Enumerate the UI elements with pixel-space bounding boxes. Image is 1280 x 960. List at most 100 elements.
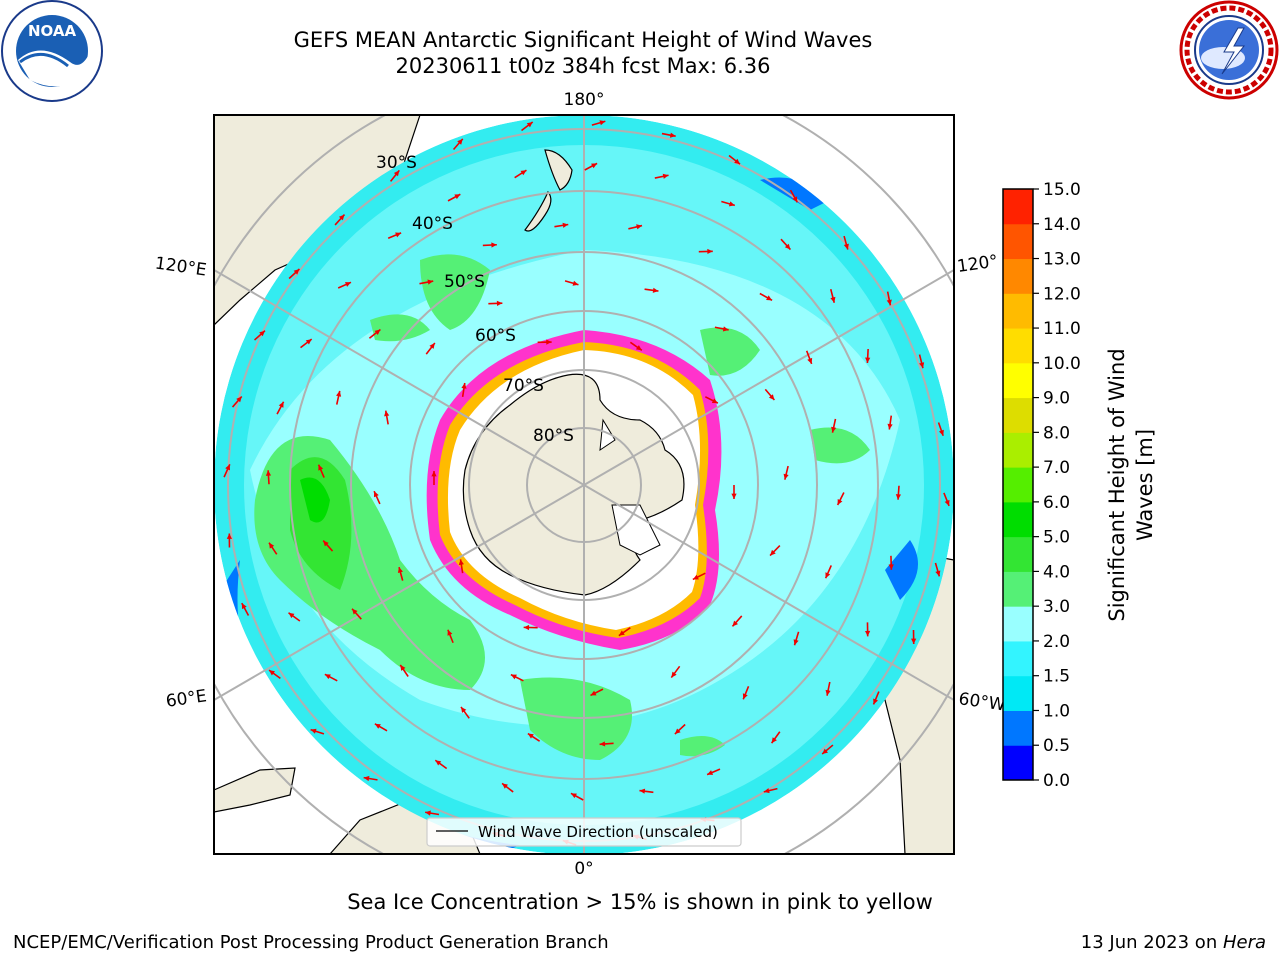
colorbar-swatch: [1003, 571, 1033, 607]
colorbar-swatch: [1003, 432, 1033, 468]
wind-arrow-head: [324, 674, 331, 680]
footer-branch: NCEP/EMC/Verification Post Processing Pr…: [13, 932, 609, 953]
national-weather-service-logo: [1179, 0, 1279, 100]
wind-arrow-head: [599, 120, 606, 126]
wind-arrow-head: [510, 674, 517, 680]
colorbar-tick-label: 13.0: [1043, 250, 1081, 270]
colorbar-tick-label: 15.0: [1043, 180, 1081, 200]
wind-arrow-head: [590, 690, 597, 696]
lon-label-60w: 60°W: [957, 689, 1006, 715]
wind-arrow-head: [830, 296, 836, 303]
lat-label-80s: 80°S: [533, 426, 574, 446]
wind-arrow-head: [807, 357, 813, 364]
colorbar-tick-label: 9.0: [1043, 389, 1070, 409]
wind-arrow-head: [618, 630, 625, 636]
wind-arrow-head: [384, 410, 390, 417]
wind-arrow-head: [768, 394, 775, 401]
noaa-logo: NOAA: [1, 0, 103, 102]
wind-arrow-head: [323, 540, 329, 547]
wind-arrow-head: [400, 664, 406, 671]
lat-label-70s: 70°S: [503, 376, 544, 396]
wind-arrow-head: [662, 173, 669, 179]
wind-arrow-head: [674, 728, 681, 735]
wind-arrow-head: [911, 638, 917, 645]
wind-arrow-head: [344, 282, 351, 287]
wind-arrow-head: [572, 280, 579, 286]
wind-arrow-head: [919, 362, 925, 369]
wind-arrow-head: [599, 741, 606, 747]
wind-arrow-head: [259, 330, 265, 337]
wind-arrow-head: [526, 122, 533, 128]
wind-arrow-head: [669, 132, 676, 138]
wind-arrow-head: [352, 608, 358, 615]
wind-arrow-head: [429, 343, 435, 349]
madagascar-landmass: [214, 767, 296, 813]
wind-arrow-head: [374, 329, 381, 335]
wind-arrow-head: [491, 242, 497, 248]
colorbar-tick-label: 5.0: [1043, 528, 1070, 548]
title-line-2: 20230611 t00z 384h fcst Max: 6.36: [395, 54, 771, 78]
wind-arrow-head: [734, 158, 741, 165]
wind-arrow-head: [822, 748, 828, 755]
colorbar-swatch: [1003, 606, 1033, 642]
wind-arrow-head: [435, 760, 442, 766]
wind-arrow-head: [783, 473, 789, 480]
wind-arrow-head: [711, 398, 718, 404]
colorbar-tick-label: 14.0: [1043, 215, 1081, 235]
lon-label-180: 180°: [564, 90, 605, 110]
colorbar-tick-label: 6.0: [1043, 493, 1070, 513]
wind-arrow-head: [523, 624, 530, 631]
lat-label-30s: 30°S: [376, 153, 417, 173]
wind-arrow-head: [269, 542, 275, 549]
wind-arrow-head: [742, 693, 748, 700]
colorbar-label-line-2: Waves [m]: [1133, 429, 1157, 541]
colorbar-tick-label: 4.0: [1043, 562, 1070, 582]
wind-arrow-head: [843, 243, 849, 250]
title-line-1: GEFS MEAN Antarctic Significant Height o…: [293, 28, 873, 52]
wind-arrow-head: [305, 339, 312, 345]
wind-arrow-head: [527, 733, 534, 739]
colorbar-swatch: [1003, 501, 1033, 538]
graticule: [214, 115, 954, 854]
colorbar-frame: [1002, 188, 1034, 781]
lon-label-120w: 120°: [956, 251, 999, 277]
wind-arrow-head: [397, 567, 403, 574]
wind-arrow-head: [562, 222, 569, 228]
wind-arrow-head: [636, 224, 643, 230]
wind-arrow-head: [373, 491, 379, 498]
wind-arrow-head: [766, 295, 773, 301]
colorbar-label-line-1: Significant Height of Wind: [1105, 348, 1129, 621]
wind-arrow-head: [837, 499, 843, 506]
colorbar-swatch: [1003, 675, 1033, 711]
colorbar-tick-label: 1.5: [1043, 667, 1070, 687]
wind-arrow-head: [336, 390, 342, 397]
wind-arrow-head: [454, 194, 461, 200]
map-frame: [213, 114, 955, 855]
colorbar-tick-label: 7.0: [1043, 458, 1070, 478]
wind-arrow-head: [570, 793, 577, 799]
colorbar-swatch: [1003, 640, 1033, 677]
wind-arrow-head: [546, 339, 552, 345]
colorbar-swatch: [1003, 536, 1033, 572]
lon-label-120e: 120°E: [154, 254, 208, 281]
wind-arrow-head: [831, 426, 837, 433]
wind-arrow-head: [707, 248, 713, 255]
wind-arrow-head: [395, 232, 402, 238]
noaa-logo-text: NOAA: [28, 22, 77, 40]
colorbar-swatch: [1003, 293, 1033, 329]
colorbar-tick-label: 0.5: [1043, 736, 1070, 756]
wind-arrow-head: [496, 300, 503, 306]
wind-arrow-head: [265, 470, 272, 476]
wind-arrow-head: [895, 494, 902, 500]
wind-arrow-head: [520, 170, 527, 176]
wind-arrow-head: [461, 382, 467, 389]
wind-arrow-head: [770, 549, 776, 556]
colorbar-swatch: [1003, 745, 1033, 781]
wind-wave-arrows: [223, 120, 950, 846]
colorbar-tick-label: 12.0: [1043, 284, 1081, 304]
colorbar-swatch: [1003, 397, 1033, 433]
wind-arrow-head: [635, 345, 642, 351]
wind-arrow-head: [732, 620, 739, 627]
wind-arrow-head: [458, 559, 464, 566]
